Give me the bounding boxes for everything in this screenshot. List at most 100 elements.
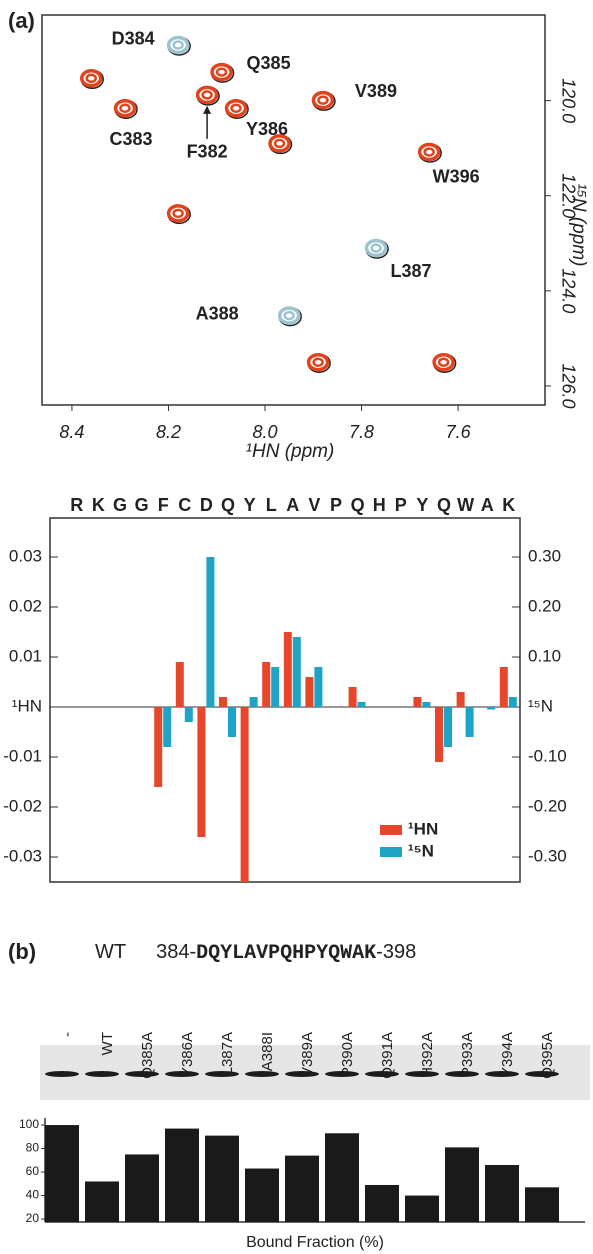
peak-label: C383 <box>110 129 153 149</box>
blot-band <box>485 1071 519 1077</box>
peak <box>212 64 234 82</box>
bar <box>500 667 508 707</box>
y-tick-label: 120.0 <box>558 78 578 123</box>
peak-contour <box>314 359 323 366</box>
blot-band <box>125 1071 159 1077</box>
lane-label: H392A <box>419 1032 436 1078</box>
x-tick-label: P <box>330 495 342 515</box>
legend-label: ¹⁵N <box>408 841 434 860</box>
x-axis-title: Bound Fraction (%) <box>246 1234 384 1251</box>
y-tick-label: 60 <box>26 1164 40 1178</box>
y-tick-label: -0.30 <box>528 846 567 865</box>
x-tick-label: W <box>457 495 474 515</box>
bar <box>422 702 430 707</box>
peak <box>168 37 190 55</box>
bar <box>485 1165 519 1222</box>
bar <box>45 1125 79 1222</box>
y-tick-label: 0.10 <box>528 646 561 665</box>
y-tick-label: -0.20 <box>528 796 567 815</box>
y-tick-label: -0.03 <box>3 846 42 865</box>
peak-contour <box>434 355 453 370</box>
peak <box>168 205 190 223</box>
bar <box>365 1185 399 1222</box>
bar <box>125 1154 159 1222</box>
blot-band <box>445 1071 479 1077</box>
x-tick-label: 7.8 <box>349 422 374 442</box>
bar <box>444 707 452 747</box>
y-tick-label: 100 <box>19 1117 39 1131</box>
blot-band <box>365 1071 399 1077</box>
bar <box>349 687 357 707</box>
bar <box>285 1156 319 1222</box>
y-tick-label: 124.0 <box>558 268 578 313</box>
bar <box>197 707 205 837</box>
bar <box>314 667 322 707</box>
peak <box>81 70 103 88</box>
peak-contour <box>285 312 294 319</box>
panel-label: (a) <box>8 8 35 33</box>
lane-label: L387A <box>219 1032 236 1075</box>
bar <box>154 707 162 787</box>
y-tick-label: 20 <box>26 1211 40 1225</box>
lane-label: Y386A <box>179 1032 196 1077</box>
y-tick-label: ¹HN <box>12 696 42 715</box>
peak-contour <box>212 65 231 80</box>
x-tick-label: D <box>200 495 213 515</box>
x-tick-label: Y <box>416 495 428 515</box>
peak <box>308 354 330 372</box>
x-tick-label: Y <box>244 495 256 515</box>
bar <box>163 707 171 747</box>
x-tick-label: G <box>113 495 127 515</box>
x-tick-label: K <box>92 495 105 515</box>
lane-label: V389A <box>299 1032 316 1077</box>
peak-contour <box>116 101 135 116</box>
y-tick-label: 0.30 <box>528 546 561 565</box>
bar <box>457 692 465 707</box>
blot-band <box>85 1071 119 1077</box>
bar <box>165 1129 199 1222</box>
blot-band <box>245 1071 279 1077</box>
y-tick-label: ¹⁵N <box>528 696 553 715</box>
bar <box>487 707 495 710</box>
bar <box>305 677 313 707</box>
peak <box>434 354 456 372</box>
peak-label: W396 <box>433 167 480 187</box>
x-tick-label: P <box>395 495 407 515</box>
peak-contour <box>372 245 381 252</box>
peak-contour <box>425 148 434 155</box>
x-tick-label: R <box>70 495 83 515</box>
peak-contour <box>174 41 183 48</box>
peak-label: L387 <box>391 261 432 281</box>
bar <box>205 1136 239 1222</box>
bar <box>509 697 517 707</box>
blot-band <box>285 1071 319 1077</box>
x-tick-label: 8.0 <box>253 422 278 442</box>
peak-contour <box>313 93 332 108</box>
peak-contour <box>309 355 328 370</box>
blot-band <box>205 1071 239 1077</box>
x-tick-label: Q <box>437 495 451 515</box>
y-axis-title: ¹⁵N (ppm) <box>568 184 589 267</box>
peak-contour <box>121 105 130 112</box>
x-tick-label: L <box>266 495 277 515</box>
y-tick-label: 126.0 <box>558 363 578 408</box>
y-tick-label: 0.20 <box>528 596 561 615</box>
bar <box>228 707 236 737</box>
blot-band <box>325 1071 359 1077</box>
x-axis-title: ¹HN (ppm) <box>246 441 335 462</box>
bar <box>206 557 214 707</box>
peak <box>226 100 248 118</box>
bar <box>262 662 270 707</box>
bar <box>325 1133 359 1222</box>
bar <box>176 662 184 707</box>
peak-contour <box>198 87 217 102</box>
x-tick-label: 8.2 <box>156 422 181 442</box>
blot-band <box>525 1071 559 1077</box>
x-tick-label: 7.6 <box>446 422 472 442</box>
peak-label: D384 <box>112 29 155 49</box>
x-tick-label: C <box>178 495 191 515</box>
sequence: DQYLAVPQHPYQWAK <box>196 942 376 965</box>
x-tick-label: K <box>502 495 515 515</box>
plot-frame <box>42 15 545 405</box>
